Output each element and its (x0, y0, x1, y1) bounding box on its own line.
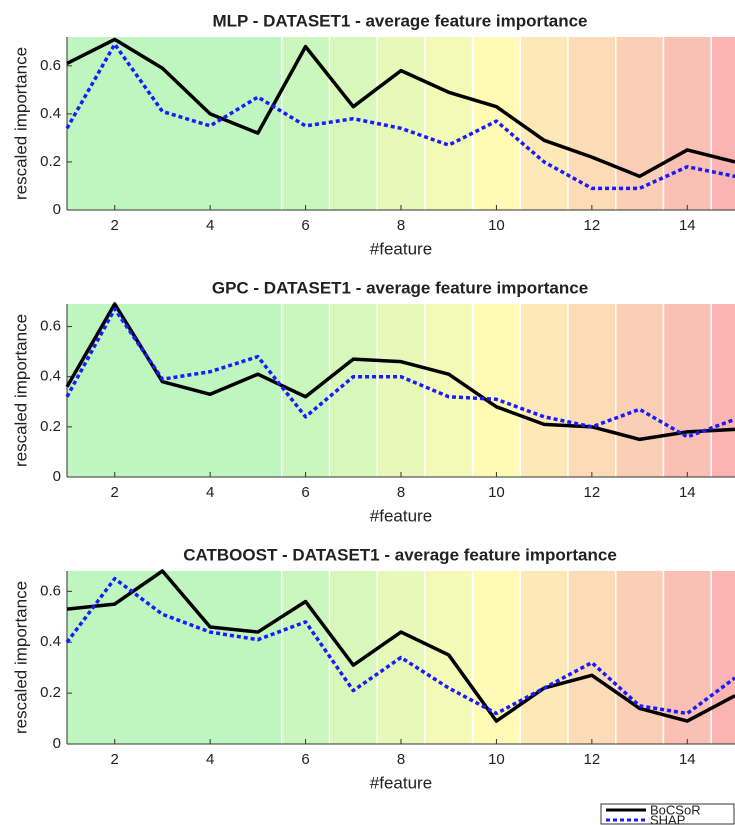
background-band (663, 304, 712, 477)
y-axis-label: rescaled importance (11, 581, 30, 734)
y-tick-label: 0.2 (40, 153, 61, 170)
background-band (711, 37, 735, 210)
series-line (65, 302, 735, 442)
chart-title: CATBOOST - DATASET1 - average feature im… (183, 545, 617, 564)
x-tick-label: 2 (111, 217, 119, 234)
y-tick-label: 0 (53, 735, 61, 752)
x-tick-label: 12 (584, 217, 601, 234)
x-tick-label: 10 (488, 751, 505, 768)
y-tick-label: 0.4 (40, 105, 61, 122)
background-band (711, 571, 735, 744)
background-band (568, 571, 616, 744)
background-band (329, 37, 378, 210)
background-band (472, 571, 521, 744)
x-axis-label: #feature (370, 239, 432, 258)
x-tick-label: 12 (584, 484, 601, 501)
x-tick-label: 2 (111, 751, 119, 768)
x-axis-label: #feature (370, 506, 432, 525)
background-band (615, 37, 664, 210)
background-band (663, 37, 712, 210)
x-tick-label: 4 (206, 484, 214, 501)
x-tick-label: 10 (488, 217, 505, 234)
x-tick-label: 10 (488, 484, 505, 501)
background-band (520, 37, 568, 210)
y-tick-label: 0.6 (40, 318, 61, 335)
x-tick-label: 4 (206, 751, 214, 768)
x-tick-label: 6 (301, 484, 309, 501)
background-band (472, 37, 521, 210)
background-band (329, 571, 378, 744)
series-line (65, 42, 735, 191)
background-band (615, 304, 664, 477)
background-band (424, 304, 473, 477)
background-band (424, 37, 473, 210)
x-tick-label: 6 (301, 217, 309, 234)
background-band (615, 571, 664, 744)
legend-label: BoCSoR (650, 802, 701, 817)
x-tick-label: 6 (301, 751, 309, 768)
series-line (65, 576, 735, 716)
background-band (520, 304, 568, 477)
chart-title: GPC - DATASET1 - average feature importa… (212, 278, 588, 297)
y-tick-label: 0.4 (40, 368, 61, 385)
background-band (281, 571, 330, 744)
background-band (568, 304, 616, 477)
x-tick-label: 12 (584, 751, 601, 768)
x-tick-label: 8 (397, 484, 405, 501)
background-band (67, 37, 282, 210)
y-tick-label: 0.4 (40, 633, 61, 650)
legend-label: SHAP (650, 812, 685, 825)
y-tick-label: 0 (53, 468, 61, 485)
x-tick-label: 4 (206, 217, 214, 234)
x-tick-label: 8 (397, 217, 405, 234)
background-band (711, 304, 735, 477)
x-tick-label: 2 (111, 484, 119, 501)
y-tick-label: 0 (53, 201, 61, 218)
background-band (67, 571, 282, 744)
background-band (377, 304, 425, 477)
y-tick-label: 0.6 (40, 582, 61, 599)
y-tick-label: 0.2 (40, 418, 61, 435)
series-line (66, 37, 735, 179)
background-band (568, 37, 616, 210)
series-line (65, 307, 735, 439)
series-line (66, 569, 735, 723)
background-band (520, 571, 568, 744)
chart-title: MLP - DATASET1 - average feature importa… (212, 11, 587, 30)
x-axis-label: #feature (370, 773, 432, 792)
y-tick-label: 0.6 (40, 57, 61, 74)
x-tick-label: 14 (679, 751, 696, 768)
x-tick-label: 8 (397, 751, 405, 768)
background-band (472, 304, 521, 477)
y-axis-label: rescaled importance (11, 314, 30, 467)
y-axis-label: rescaled importance (11, 47, 30, 200)
x-tick-label: 14 (679, 484, 696, 501)
x-tick-label: 14 (679, 217, 696, 234)
y-tick-label: 0.2 (40, 684, 61, 701)
